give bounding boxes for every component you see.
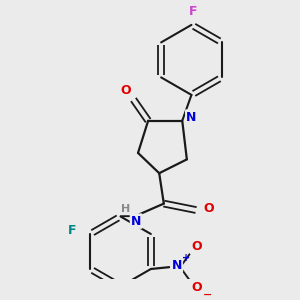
Text: O: O: [192, 240, 202, 254]
Text: N: N: [171, 259, 182, 272]
Text: N: N: [186, 110, 197, 124]
Text: O: O: [192, 281, 202, 294]
Text: O: O: [121, 84, 131, 97]
Text: N: N: [131, 214, 141, 228]
Text: F: F: [68, 224, 76, 237]
Text: +: +: [182, 253, 190, 263]
Text: O: O: [204, 202, 214, 215]
Text: F: F: [189, 5, 197, 19]
Text: −: −: [203, 290, 213, 300]
Text: H: H: [121, 204, 130, 214]
